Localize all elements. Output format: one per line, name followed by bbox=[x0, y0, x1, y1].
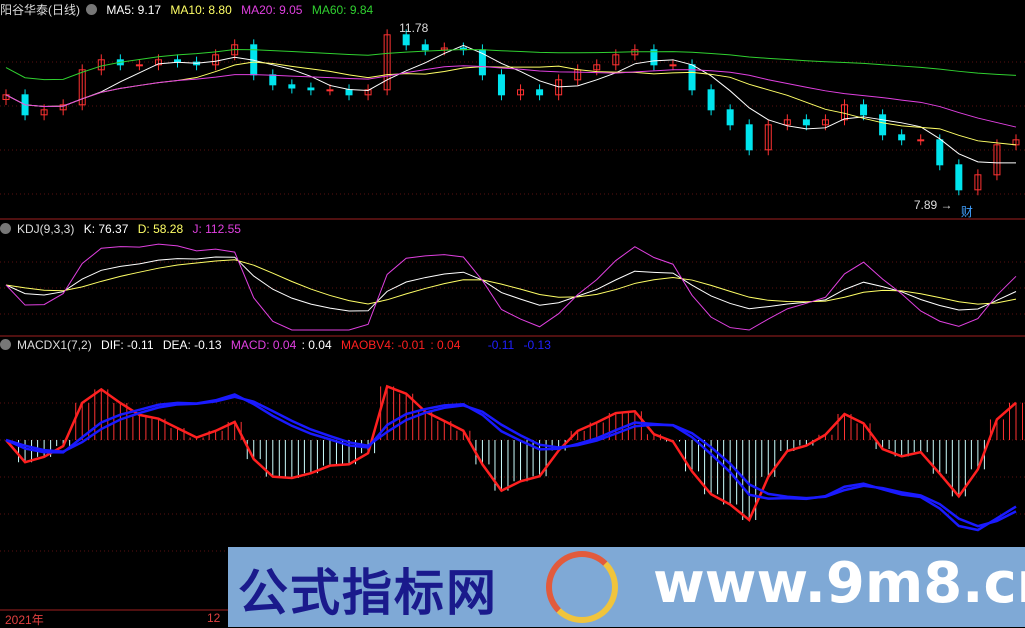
candle bbox=[650, 49, 658, 66]
kdj-j: J: 112.55 bbox=[192, 222, 241, 236]
dea-line bbox=[5, 395, 1017, 528]
macd-header: MACDX1(7,2) DIF: -0.11 DEA: -0.13 MACD: … bbox=[0, 337, 557, 353]
candle bbox=[59, 104, 67, 111]
candle bbox=[726, 109, 734, 126]
candle bbox=[174, 59, 182, 63]
ma60-line bbox=[5, 48, 1017, 81]
candle bbox=[383, 34, 391, 91]
candle bbox=[707, 89, 715, 111]
candle bbox=[269, 74, 277, 86]
candle bbox=[879, 114, 887, 136]
candle bbox=[688, 64, 696, 91]
candle bbox=[612, 54, 620, 66]
main-header: 阳谷华泰(日线) MA5: 9.17 MA10: 8.80 MA20: 9.05… bbox=[0, 2, 379, 18]
kdj-header: KDJ(9,3,3) K: 76.37 D: 58.28 J: 112.55 bbox=[0, 221, 247, 237]
candle bbox=[955, 164, 963, 191]
macd-dea: DEA: -0.13 bbox=[162, 338, 222, 352]
dif-line bbox=[5, 393, 1017, 532]
watermark-text: 公式指标网 bbox=[238, 564, 498, 622]
low-annotation: 7.89 → bbox=[914, 198, 953, 212]
candle bbox=[917, 139, 925, 142]
ma20-line bbox=[5, 65, 1017, 128]
candle bbox=[421, 44, 429, 51]
dropdown-icon[interactable] bbox=[0, 339, 11, 350]
event-marker: 财 bbox=[961, 205, 973, 219]
macd-red-line bbox=[5, 384, 1017, 523]
candle bbox=[135, 64, 143, 67]
watermark-url: www.9m8.cn bbox=[653, 551, 1025, 616]
candle bbox=[212, 54, 220, 66]
macd-dif: DIF: -0.11 bbox=[101, 338, 154, 352]
ma60-label: MA60: 9.84 bbox=[311, 3, 374, 17]
candle bbox=[745, 124, 753, 151]
ma10-label: MA10: 8.80 bbox=[170, 3, 232, 17]
candle bbox=[402, 34, 410, 46]
candle bbox=[517, 89, 525, 96]
macd-value: MACD: 0.04 bbox=[230, 338, 297, 352]
watermark-banner: 公式指标网 www.9m8.cn bbox=[228, 547, 1025, 627]
candle bbox=[326, 89, 334, 92]
candle bbox=[764, 124, 772, 151]
axis-year: 2021年 bbox=[5, 613, 44, 627]
kdj-d: D: 58.28 bbox=[137, 222, 184, 236]
ma5-label: MA5: 9.17 bbox=[106, 3, 162, 17]
candle bbox=[802, 119, 810, 126]
kdj-k: K: 76.37 bbox=[83, 222, 129, 236]
candle bbox=[364, 89, 372, 96]
candle bbox=[40, 109, 48, 116]
maobv-value2: : 0.04 bbox=[430, 338, 461, 352]
candle bbox=[783, 119, 791, 126]
candle bbox=[555, 79, 563, 96]
ma20-label: MA20: 9.05 bbox=[241, 3, 303, 17]
blue-value2: -0.13 bbox=[523, 338, 551, 352]
candle bbox=[821, 119, 829, 126]
candle bbox=[307, 87, 315, 91]
candle bbox=[97, 59, 105, 71]
candle bbox=[993, 144, 1001, 176]
kdj-d-line bbox=[5, 259, 1017, 305]
blue-value1: -0.11 bbox=[487, 338, 515, 352]
maobv-value: MAOBV4: -0.01 bbox=[340, 338, 426, 352]
candle bbox=[669, 64, 677, 67]
dropdown-icon[interactable] bbox=[86, 4, 97, 15]
ma10-line bbox=[5, 61, 1017, 146]
candle bbox=[593, 64, 601, 71]
candle bbox=[497, 74, 505, 96]
candle bbox=[898, 134, 906, 141]
kdj-k-line bbox=[5, 256, 1017, 312]
stock-title: 阳谷华泰(日线) bbox=[0, 3, 80, 17]
watermark-logo bbox=[546, 551, 618, 623]
candle bbox=[860, 104, 868, 116]
high-annotation: 11.78 bbox=[399, 21, 428, 35]
kdj-name: KDJ(9,3,3) bbox=[17, 222, 75, 236]
axis-month: 12 bbox=[207, 611, 221, 625]
dropdown-icon[interactable] bbox=[0, 223, 11, 234]
macd-value2: : 0.04 bbox=[301, 338, 332, 352]
candle bbox=[78, 69, 86, 106]
candle bbox=[345, 89, 353, 96]
macd-name: MACDX1(7,2) bbox=[17, 338, 92, 352]
candle bbox=[974, 174, 982, 191]
candle bbox=[936, 139, 944, 166]
candle bbox=[154, 59, 162, 66]
candle bbox=[536, 89, 544, 96]
kdj-j-line bbox=[5, 243, 1017, 331]
candle bbox=[288, 84, 296, 89]
